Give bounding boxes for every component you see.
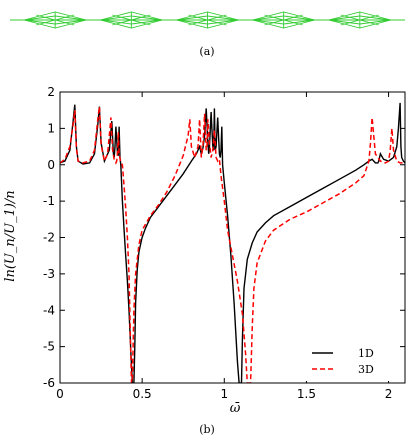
- legend: 1D 3D: [304, 345, 400, 381]
- y-tick-label: -5: [43, 340, 55, 354]
- series-line-3d: [60, 106, 405, 383]
- y-tick-label: 2: [47, 85, 55, 99]
- x-tick-label: 0.5: [133, 387, 152, 401]
- y-tick-label: -1: [43, 194, 55, 208]
- y-tick-label: -3: [43, 267, 55, 281]
- legend-label-3d: 3D: [358, 363, 374, 376]
- panel-b-caption: (b): [199, 423, 215, 436]
- y-axis-label: ln(U_n/U_1)/n: [3, 190, 18, 281]
- panel-a-caption: (a): [199, 45, 214, 58]
- x-tick-label: 1.5: [297, 387, 316, 401]
- y-axis-ticks: 2 1 0 -1 -2 -3 -4 -5 -6: [43, 85, 405, 390]
- chain-cell: [100, 11, 163, 29]
- series-layer: [60, 102, 405, 383]
- x-axis-label: ω̄: [230, 401, 241, 416]
- y-tick-label: -2: [43, 231, 55, 245]
- plot-area: 0 0.5 1 1.5 2 2 1 0 -1 -2 -3 -4 -5 -6: [43, 85, 406, 401]
- y-tick-label: -6: [43, 376, 55, 390]
- x-tick-label: 0: [56, 387, 64, 401]
- chain-cell: [252, 11, 315, 29]
- legend-background: [304, 345, 400, 381]
- lattice-chain-diagram: [10, 11, 405, 29]
- series-line-1d: [60, 102, 405, 383]
- x-tick-label: 2: [385, 387, 393, 401]
- legend-label-1d: 1D: [358, 347, 374, 360]
- chain-cell: [176, 11, 239, 29]
- x-tick-label: 1: [220, 387, 228, 401]
- y-tick-label: -4: [43, 303, 55, 317]
- y-tick-label: 1: [47, 121, 55, 135]
- chain-cell: [328, 11, 391, 29]
- y-tick-label: 0: [47, 158, 55, 172]
- chain-cell: [24, 11, 87, 29]
